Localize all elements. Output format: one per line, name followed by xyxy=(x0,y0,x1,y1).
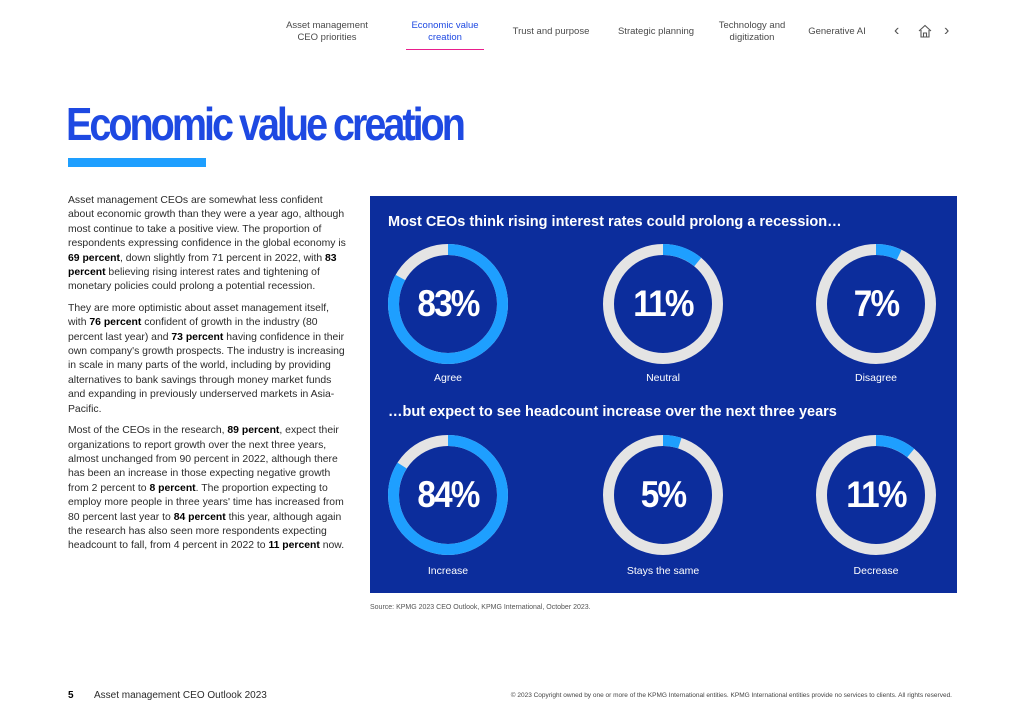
donut-increase: 84% xyxy=(388,435,508,555)
nav-item-generative-ai[interactable]: Generative AI xyxy=(804,26,870,38)
highlight-stat: 89 percent xyxy=(227,425,280,437)
survey-infographic-panel: Most CEOs think rising interest rates co… xyxy=(370,196,957,593)
chevron-right-icon[interactable]: › xyxy=(944,22,950,39)
nav-item-label: Technology and xyxy=(718,20,786,31)
donut-ring xyxy=(816,244,936,364)
nav-item-label: digitization xyxy=(729,32,775,43)
text: Asset management CEOs are somewhat less … xyxy=(68,195,346,250)
nav-item-ceo-priorities[interactable]: Asset management CEO priorities xyxy=(284,20,370,44)
nav-item-label: Trust and purpose xyxy=(512,26,590,37)
donut-disagree: 7% xyxy=(816,244,936,364)
donut-label-neutral: Neutral xyxy=(646,372,680,384)
highlight-stat: 84 percent xyxy=(173,511,226,523)
donut-fill-arc xyxy=(603,435,723,555)
donut-fill-arc xyxy=(603,244,723,364)
nav-item-label: Strategic planning xyxy=(617,26,695,37)
donut-label-stays-the-same: Stays the same xyxy=(626,565,700,577)
source-note: Source: KPMG 2023 CEO Outlook, KPMG Inte… xyxy=(370,604,591,611)
text: , expect their organizations to report g… xyxy=(68,425,339,494)
donut-percentage: 84% xyxy=(417,474,480,515)
text: this year, although again the research h… xyxy=(68,511,342,552)
page-title: Economic value creation xyxy=(66,98,466,150)
nav-item-label: Asset management xyxy=(286,20,368,31)
donut-fill-arc xyxy=(816,244,936,364)
text: believing rising interest rates and tigh… xyxy=(68,267,320,293)
highlight-stat: 8 percent xyxy=(149,482,196,494)
nav-item-economic-value-creation[interactable]: Economic value creation xyxy=(406,20,484,50)
highlight-stat: 73 percent xyxy=(171,331,224,343)
donut-percentage: 11% xyxy=(846,474,907,515)
text: . The proportion expecting to employ mor… xyxy=(68,482,344,523)
paragraph: They are more optimistic about asset man… xyxy=(68,302,348,417)
chevron-left-icon[interactable]: ‹ xyxy=(894,22,900,39)
donut-ring xyxy=(816,435,936,555)
nav-item-technology-and-digitization[interactable]: Technology and digitization xyxy=(712,20,792,44)
donut-label-decrease: Decrease xyxy=(853,565,899,577)
text: now. xyxy=(319,540,345,552)
nav-item-label: CEO priorities xyxy=(297,32,357,43)
donut-label-agree: Agree xyxy=(433,372,463,384)
donut-decrease: 11% xyxy=(816,435,936,555)
donut-percentage: 5% xyxy=(640,474,687,515)
text: They are more optimistic about asset man… xyxy=(68,302,330,329)
paragraph: Asset management CEOs are somewhat less … xyxy=(68,194,348,295)
donut-fill-arc xyxy=(388,435,508,555)
panel-heading-recession: Most CEOs think rising interest rates co… xyxy=(388,214,842,230)
nav-item-strategic-planning[interactable]: Strategic planning xyxy=(612,26,700,38)
footer-copyright: © 2023 Copyright owned by one or more of… xyxy=(510,692,952,699)
donut-label-disagree: Disagree xyxy=(854,372,898,384)
home-icon[interactable] xyxy=(917,23,933,39)
highlight-stat: 11 percent xyxy=(268,540,320,552)
donut-neutral: 11% xyxy=(603,244,723,364)
title-accent-bar xyxy=(68,158,206,167)
donut-fill-arc xyxy=(388,244,508,364)
donut-percentage: 11% xyxy=(633,283,694,324)
donut-percentage: 83% xyxy=(417,283,480,324)
paragraph: Most of the CEOs in the research, 89 per… xyxy=(68,424,348,554)
highlight-stat: 69 percent xyxy=(68,252,120,264)
donut-percentage: 7% xyxy=(853,283,900,324)
panel-heading-headcount: …but expect to see headcount increase ov… xyxy=(388,404,837,420)
text: , down slightly from 71 percent in 2022,… xyxy=(119,252,326,264)
nav-item-trust-and-purpose[interactable]: Trust and purpose xyxy=(508,26,594,38)
donut-ring xyxy=(603,244,723,364)
body-text: Asset management CEOs are somewhat less … xyxy=(68,194,348,561)
donut-fill-arc xyxy=(816,435,936,555)
text: Most of the CEOs in the research, xyxy=(68,425,228,437)
donut-agree: 83% xyxy=(388,244,508,364)
text: confident of growth in the industry (80 … xyxy=(68,317,318,343)
highlight-stat: 83 percent xyxy=(68,252,337,279)
text: having confidence in their own company's… xyxy=(68,331,345,415)
top-navigation: Asset management CEO priorities Economic… xyxy=(268,14,1004,54)
active-tab-underline xyxy=(406,48,484,50)
donut-ring xyxy=(388,244,508,364)
page-number: 5 xyxy=(68,690,74,701)
donut-stays-the-same: 5% xyxy=(603,435,723,555)
footer-doc-title: Asset management CEO Outlook 2023 xyxy=(94,690,267,701)
highlight-stat: 76 percent xyxy=(89,317,142,329)
donut-ring xyxy=(388,435,508,555)
nav-item-label: Generative AI xyxy=(808,26,866,37)
donut-label-increase: Increase xyxy=(427,565,469,577)
nav-item-label: Economic value xyxy=(411,20,479,31)
donut-ring xyxy=(603,435,723,555)
nav-item-label: creation xyxy=(428,32,462,43)
